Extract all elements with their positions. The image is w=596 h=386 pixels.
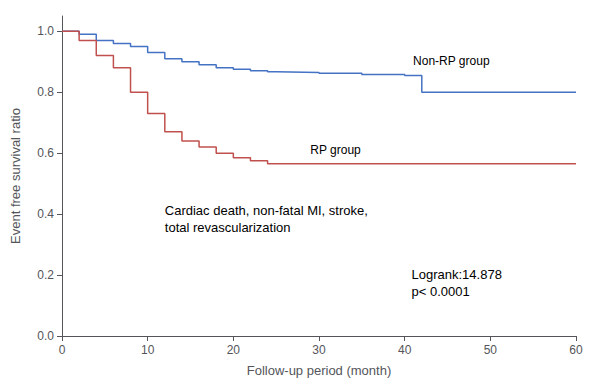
svg-text:0.0: 0.0 (37, 329, 54, 343)
svg-text:0.4: 0.4 (37, 207, 54, 221)
svg-text:40: 40 (398, 343, 412, 357)
svg-text:1.0: 1.0 (37, 24, 54, 38)
svg-text:0: 0 (59, 343, 66, 357)
svg-text:Cardiac death, non-fatal MI, s: Cardiac death, non-fatal MI, stroke, (165, 203, 368, 218)
svg-text:20: 20 (227, 343, 241, 357)
svg-text:Event free survival ratio: Event free survival ratio (8, 108, 23, 244)
svg-text:30: 30 (312, 343, 326, 357)
svg-text:0.8: 0.8 (37, 85, 54, 99)
svg-text:Logrank:14.878: Logrank:14.878 (412, 267, 502, 282)
svg-text:0.2: 0.2 (37, 268, 54, 282)
svg-text:50: 50 (484, 343, 498, 357)
svg-text:10: 10 (141, 343, 155, 357)
svg-text:0.6: 0.6 (37, 146, 54, 160)
svg-text:60: 60 (569, 343, 583, 357)
svg-text:total revascularization: total revascularization (165, 220, 291, 235)
svg-text:Non-RP group: Non-RP group (413, 54, 490, 68)
svg-text:RP group: RP group (310, 143, 361, 157)
svg-text:p< 0.0001: p< 0.0001 (412, 284, 470, 299)
svg-text:Follow-up period (month): Follow-up period (month) (247, 363, 392, 378)
